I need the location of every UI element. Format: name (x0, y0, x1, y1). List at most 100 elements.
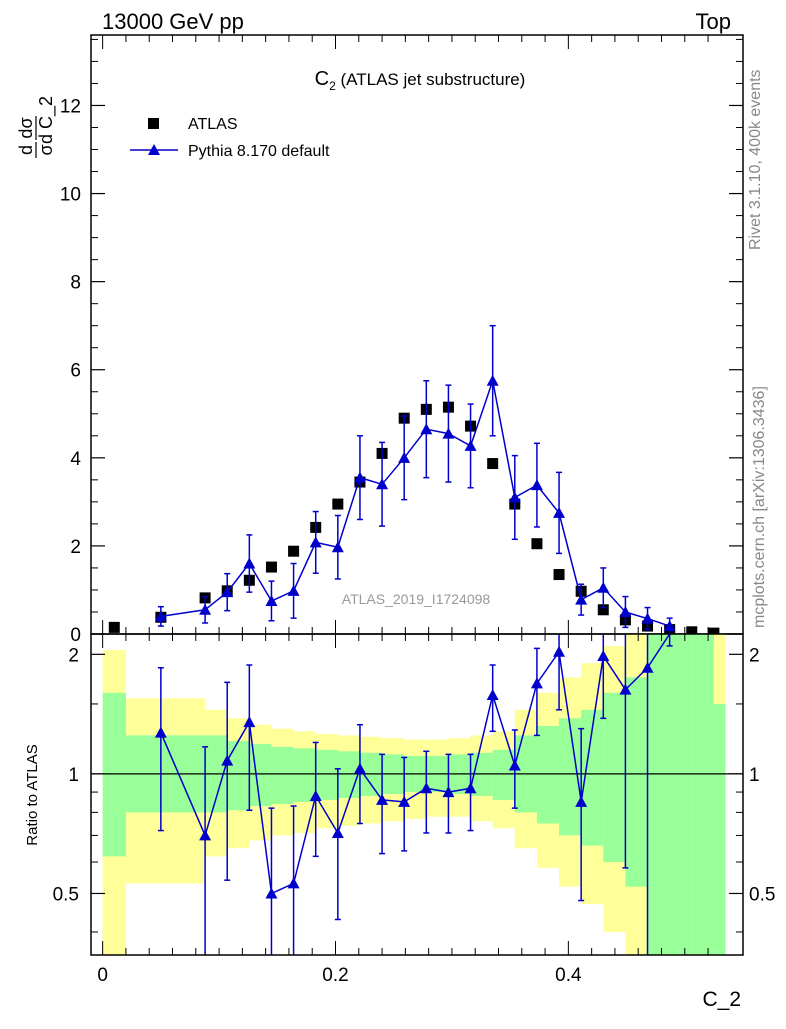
ratio-band-inner (625, 677, 648, 887)
ratio-data-layer (91, 634, 743, 955)
atlas-point (686, 626, 698, 638)
ylabel-d2: dσ (16, 117, 36, 138)
pythia-point (486, 374, 499, 386)
pythia-point (221, 586, 234, 598)
pythia-series-line (160, 377, 670, 627)
ratio-ylabel: Ratio to ATLAS (24, 744, 41, 845)
ratio-xtick-label: 0.4 (555, 965, 582, 986)
pythia-point (464, 439, 477, 451)
ratio-band-inner (603, 692, 626, 863)
ratio-band-inner (492, 749, 515, 800)
ratio-bands-layer (102, 634, 726, 955)
pythia-point (663, 620, 676, 632)
legend-atlas-label: ATLAS (188, 116, 238, 133)
ratio-point (331, 826, 344, 838)
main-ytick-label: 0 (70, 625, 81, 646)
ratio-band-inner (227, 741, 250, 811)
ratio-point (376, 793, 389, 805)
atlas-point (708, 627, 720, 639)
main-data-layer (108, 324, 720, 639)
ratio-point (398, 795, 411, 807)
ratio-point (442, 786, 455, 798)
ratio-point (154, 726, 167, 738)
legend-pythia-marker (148, 144, 160, 155)
ratio-band-inner (315, 749, 338, 800)
ratio-point (508, 759, 521, 771)
atlas-point (265, 561, 277, 573)
main-ytick-label: 10 (60, 185, 81, 206)
atlas-point (108, 621, 120, 633)
main-ytick-label: 6 (70, 361, 81, 382)
main-title: C2 (ATLAS jet substructure) (315, 68, 526, 93)
title-sub: 2 (329, 79, 336, 93)
ratio-ytick-label: 0.5 (53, 884, 79, 905)
main-ytick-label: 4 (70, 449, 81, 470)
ratio-ytick-label-right: 1 (749, 765, 760, 786)
ratio-point (553, 645, 566, 657)
ratio-point (265, 887, 278, 899)
ratio-point (486, 688, 499, 700)
pythia-point (309, 536, 322, 548)
ratio-ytick-label-right: 0.5 (749, 884, 775, 905)
pythia-point (575, 593, 588, 605)
pythia-point (265, 594, 278, 606)
ratio-point (530, 677, 543, 689)
atlas-point (597, 604, 609, 616)
ratio-axes-box (90, 633, 744, 956)
pythia-point (619, 605, 632, 617)
atlas-point (288, 545, 300, 557)
pythia-point (353, 471, 366, 483)
ratio-band-inner (581, 709, 604, 846)
ratio-xtick-label: 0.2 (322, 965, 348, 986)
ylabel-d1: d (16, 145, 36, 155)
rivet-label: Rivet 3.1.10, 400k events (747, 69, 764, 250)
ylabel-s1: σ (36, 144, 56, 155)
pythia-point (376, 478, 389, 490)
ratio-xtick-label: 0 (97, 965, 108, 986)
atlas-point (531, 538, 543, 550)
legend-atlas-marker (148, 118, 159, 129)
pythia-point (199, 603, 212, 615)
header-beam-label: 13000 GeV pp (102, 9, 244, 34)
ratio-band-inner (669, 634, 692, 955)
ratio-point (420, 782, 433, 794)
x-axis-label: C_2 (702, 988, 741, 1011)
title-c: C (315, 68, 329, 90)
ratio-point (353, 762, 366, 774)
ratio-band-inner (536, 725, 560, 824)
ratio-frame: 0.5 0.5 1 1 2 2 0 0.2 0.4 (53, 633, 775, 986)
pythia-point (154, 610, 167, 622)
main-ylabel: d σ dσ d C_2 (16, 96, 57, 158)
legend-pythia-label: Pythia 8.170 default (188, 143, 330, 160)
ratio-point (243, 716, 256, 728)
pythia-point (287, 584, 300, 596)
ratio-point (309, 789, 322, 801)
atlas-point (332, 498, 344, 510)
ratio-band-inner (647, 634, 670, 955)
main-ytick-label: 12 (60, 96, 81, 117)
ratio-point (641, 661, 654, 673)
pythia-point (243, 557, 256, 569)
ratio-point (619, 683, 632, 695)
atlas-point (553, 569, 565, 581)
main-frame: 0 2 4 6 8 10 12 (60, 34, 744, 646)
atlas-point (487, 458, 499, 470)
ratio-band-inner (691, 634, 714, 955)
pythia-point (442, 427, 455, 439)
ratio-ytick-label: 2 (68, 645, 79, 666)
pythia-point (398, 451, 411, 463)
title-rest: (ATLAS jet substructure) (336, 70, 526, 89)
ratio-ytick-label: 1 (68, 765, 79, 786)
main-ytick-label: 2 (70, 537, 81, 558)
pythia-point (553, 506, 566, 518)
ratio-ytick-label-right: 2 (749, 645, 760, 666)
pythia-point (331, 541, 344, 553)
ratio-band-inner (102, 692, 126, 857)
header-process-label: Top (696, 9, 731, 34)
ratio-band-inner (713, 703, 726, 955)
ratio-band-inner (337, 751, 360, 798)
pythia-point (420, 423, 433, 435)
ratio-point (575, 795, 588, 807)
pythia-point (508, 491, 521, 503)
pythia-point (641, 612, 654, 624)
